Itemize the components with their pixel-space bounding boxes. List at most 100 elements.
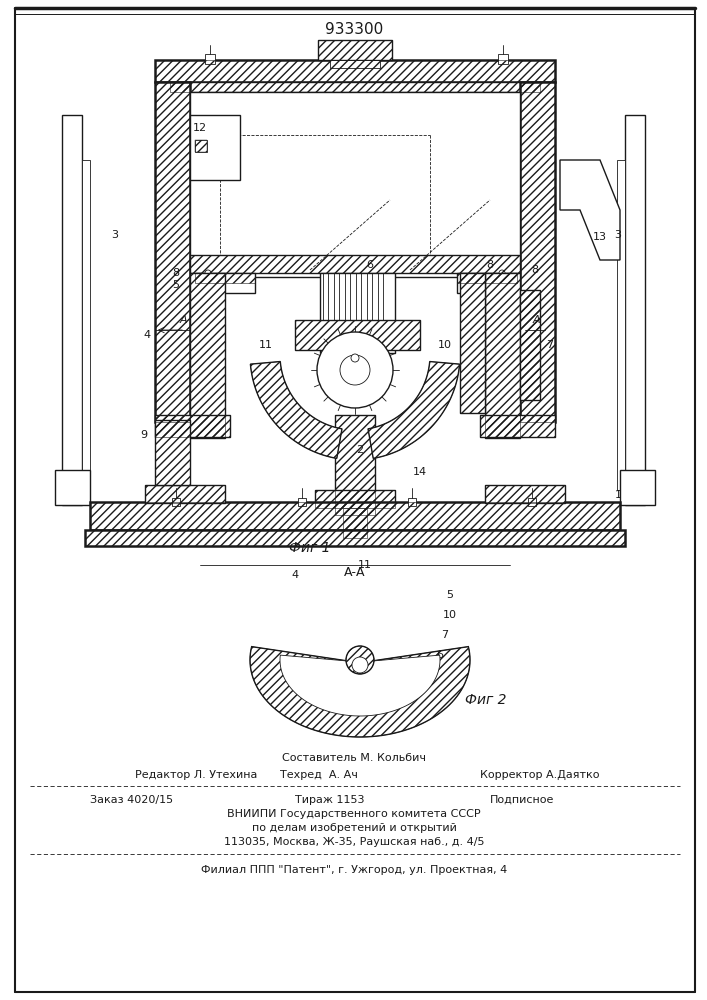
Bar [457,273,517,293]
Polygon shape [560,160,620,260]
Text: Заказ 4020/15: Заказ 4020/15 [90,795,173,805]
Bar [190,273,225,438]
Bar [480,415,555,437]
Bar [617,160,625,490]
Bar [318,40,392,60]
Bar [485,273,520,438]
Bar [485,273,520,438]
Bar [408,498,416,506]
Bar [190,255,520,273]
Bar [190,115,240,180]
Bar [335,415,375,515]
Text: 4: 4 [144,330,151,340]
Bar [155,82,190,422]
Bar [625,115,645,505]
Bar [520,82,555,422]
Bar [295,320,420,350]
Text: Корректор А.Даятко: Корректор А.Даятко [480,770,600,780]
Text: 7: 7 [441,630,448,640]
Bar [155,415,230,437]
Bar [90,502,620,530]
Bar [145,485,225,503]
Circle shape [499,270,505,276]
Text: ВНИИПИ Государственного комитета СССР: ВНИИПИ Государственного комитета СССР [227,809,481,819]
Bar [155,415,230,437]
Text: по делам изобретений и открытий: по делам изобретений и открытий [252,823,457,833]
Text: 10: 10 [443,610,457,620]
Bar [298,498,306,506]
Text: 113035, Москва, Ж-35, Раушская наб., д. 4/5: 113035, Москва, Ж-35, Раушская наб., д. … [223,837,484,847]
Bar [457,273,517,283]
Bar [155,82,190,422]
Text: 11: 11 [358,560,372,570]
Text: Редактор Л. Утехина: Редактор Л. Утехина [135,770,257,780]
Bar [485,485,565,503]
Bar [155,420,190,485]
Text: Филиал ППП "Патент", г. Ужгород, ул. Проектная, 4: Филиал ППП "Патент", г. Ужгород, ул. Про… [201,865,507,875]
Text: 2: 2 [356,445,363,455]
Bar [195,273,255,293]
Bar [55,470,90,505]
Text: Тираж 1153: Тираж 1153 [295,795,365,805]
Bar [170,82,540,92]
Bar [315,490,395,508]
Bar [318,40,392,60]
Bar [315,490,395,508]
Bar [460,273,485,413]
Bar [195,140,207,152]
Text: 1: 1 [614,490,621,500]
Text: 9: 9 [141,430,148,440]
Bar [528,498,536,506]
Bar [520,290,540,400]
Text: 10: 10 [438,340,452,350]
Bar [485,485,565,503]
Text: 14: 14 [413,467,427,477]
Text: А: А [179,315,187,325]
Bar [498,54,508,64]
Polygon shape [250,647,470,737]
Text: 8: 8 [532,265,539,275]
Bar [480,415,555,437]
Text: 11: 11 [259,340,273,350]
Text: 3: 3 [112,230,119,240]
Bar [520,82,555,422]
Bar [295,320,420,350]
Text: 5: 5 [173,280,180,290]
Bar [320,273,395,353]
Text: 5: 5 [447,590,453,600]
Circle shape [352,657,368,673]
Text: 933300: 933300 [325,22,383,37]
Text: Фиг 2: Фиг 2 [465,693,506,707]
Text: 3: 3 [614,230,621,240]
Circle shape [346,646,374,674]
Text: 8: 8 [486,260,493,270]
Bar [195,140,207,152]
Text: 6: 6 [366,260,373,270]
Text: Фиг 1: Фиг 1 [289,541,331,555]
Text: Составитель М. Кольбич: Составитель М. Кольбич [282,753,426,763]
Bar [190,273,225,438]
Circle shape [340,355,370,385]
Bar [155,60,555,82]
Circle shape [351,354,359,362]
Bar [62,115,82,505]
Bar [145,485,225,503]
Text: 13: 13 [593,232,607,242]
Bar [85,530,625,546]
Bar [520,290,540,400]
Bar [170,82,540,92]
Text: 8: 8 [173,268,180,278]
Bar [330,60,380,68]
Bar [172,498,180,506]
Text: А-А: А-А [344,566,366,578]
Bar [155,420,190,485]
Text: Техред  А. Ач: Техред А. Ач [280,770,358,780]
Bar [343,508,367,538]
Bar [155,60,555,82]
Bar [190,92,520,277]
Bar [343,508,367,538]
Bar [460,273,485,413]
Circle shape [317,332,393,408]
Bar [190,255,520,273]
Bar [195,273,255,283]
